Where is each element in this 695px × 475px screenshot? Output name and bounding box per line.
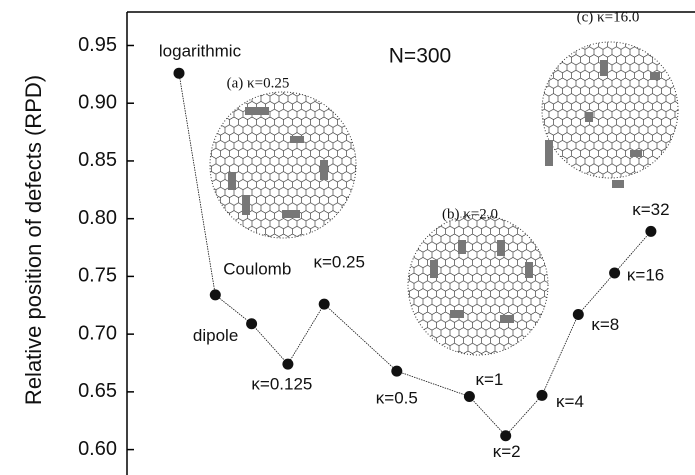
point-label: κ=0.25: [313, 253, 365, 272]
insets: [209, 41, 679, 356]
point: [318, 298, 330, 310]
point: [645, 225, 657, 237]
point: [173, 67, 185, 79]
y-tick-label: 0.95: [78, 34, 117, 56]
point-label: κ=16: [627, 265, 664, 284]
y-tick-label: 0.70: [78, 322, 117, 344]
y-tick-label: 0.60: [78, 438, 117, 460]
point-label: logarithmic: [159, 42, 242, 61]
point: [572, 309, 584, 321]
y-axis-label: Relative position of defects (RPD): [21, 75, 46, 405]
point: [463, 390, 475, 402]
inset-b: [407, 214, 549, 356]
point-label: κ=2: [493, 442, 521, 461]
point-label: dipole: [193, 326, 238, 345]
point-label: Coulomb: [223, 259, 291, 278]
point: [609, 267, 621, 279]
defects: [228, 60, 660, 323]
point-label: κ=0.125: [251, 375, 312, 394]
point-label: κ=32: [632, 200, 669, 219]
y-tick-label: 0.80: [78, 207, 117, 229]
inset-c: [541, 41, 679, 179]
y-tick-label: 0.65: [78, 380, 117, 402]
point-label: κ=0.5: [376, 389, 418, 408]
point: [536, 389, 548, 401]
point: [391, 365, 403, 377]
y-tick-label: 0.90: [78, 91, 117, 113]
y-tick-label: 0.75: [78, 265, 117, 287]
point: [282, 358, 294, 370]
annotation: (b) κ=2.0: [442, 206, 498, 222]
annotation: (c) κ=16.0: [577, 9, 640, 25]
annotation: (a) κ=0.25: [227, 75, 290, 91]
y-tick-label: 0.85: [78, 149, 117, 171]
annotation: N=300: [389, 45, 451, 68]
point-label: κ=4: [556, 392, 584, 411]
point: [500, 430, 512, 442]
point-label: κ=1: [475, 370, 503, 389]
line: [178, 73, 652, 437]
point-label: κ=8: [591, 315, 619, 334]
point: [246, 318, 258, 330]
point: [209, 289, 221, 301]
